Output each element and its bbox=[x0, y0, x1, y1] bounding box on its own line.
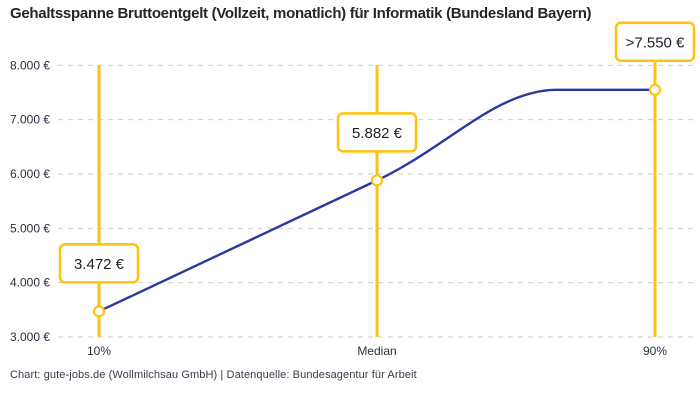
data-point-markers bbox=[92, 83, 662, 318]
y-axis-labels: 3.000 € 4.000 € 5.000 € 6.000 € 7.000 € 8.000… bbox=[10, 58, 50, 344]
y-tick-label: 7.000 € bbox=[10, 113, 50, 127]
x-tick-label: Median bbox=[357, 344, 396, 358]
x-tick-label: 90% bbox=[643, 344, 667, 358]
y-tick-label: 5.000 € bbox=[10, 221, 50, 235]
y-tick-label: 3.000 € bbox=[10, 330, 50, 344]
value-label-box bbox=[336, 112, 418, 153]
value-label-box bbox=[58, 243, 140, 284]
salary-curve-layer bbox=[97, 88, 657, 313]
y-tick-label: 8.000 € bbox=[10, 58, 50, 72]
chart-title: Gehaltsspanne Bruttoentgelt (Vollzeit, m… bbox=[10, 5, 592, 22]
y-tick-label: 4.000 € bbox=[10, 276, 50, 290]
data-point-marker bbox=[648, 83, 662, 96]
value-label: >7.550 € bbox=[626, 34, 685, 51]
chart-source-footer: Chart: gute-jobs.de (Wollmilchsau GmbH) … bbox=[10, 369, 417, 381]
data-point-marker bbox=[370, 174, 384, 187]
y-tick-label: 6.000 € bbox=[10, 167, 50, 181]
percentile-marker-lines bbox=[97, 60, 657, 337]
salary-curve bbox=[97, 88, 657, 313]
gridlines-layer bbox=[58, 64, 697, 338]
data-point-marker bbox=[92, 305, 106, 318]
value-label: 3.472 € bbox=[74, 256, 125, 273]
x-axis-labels: 10% Median 90% bbox=[87, 344, 667, 358]
value-label-boxes: 3.472 € 5.882 € >7.550 € bbox=[58, 21, 696, 284]
value-label-box bbox=[614, 21, 696, 63]
x-tick-label: 10% bbox=[87, 344, 111, 358]
value-label: 5.882 € bbox=[352, 125, 403, 142]
